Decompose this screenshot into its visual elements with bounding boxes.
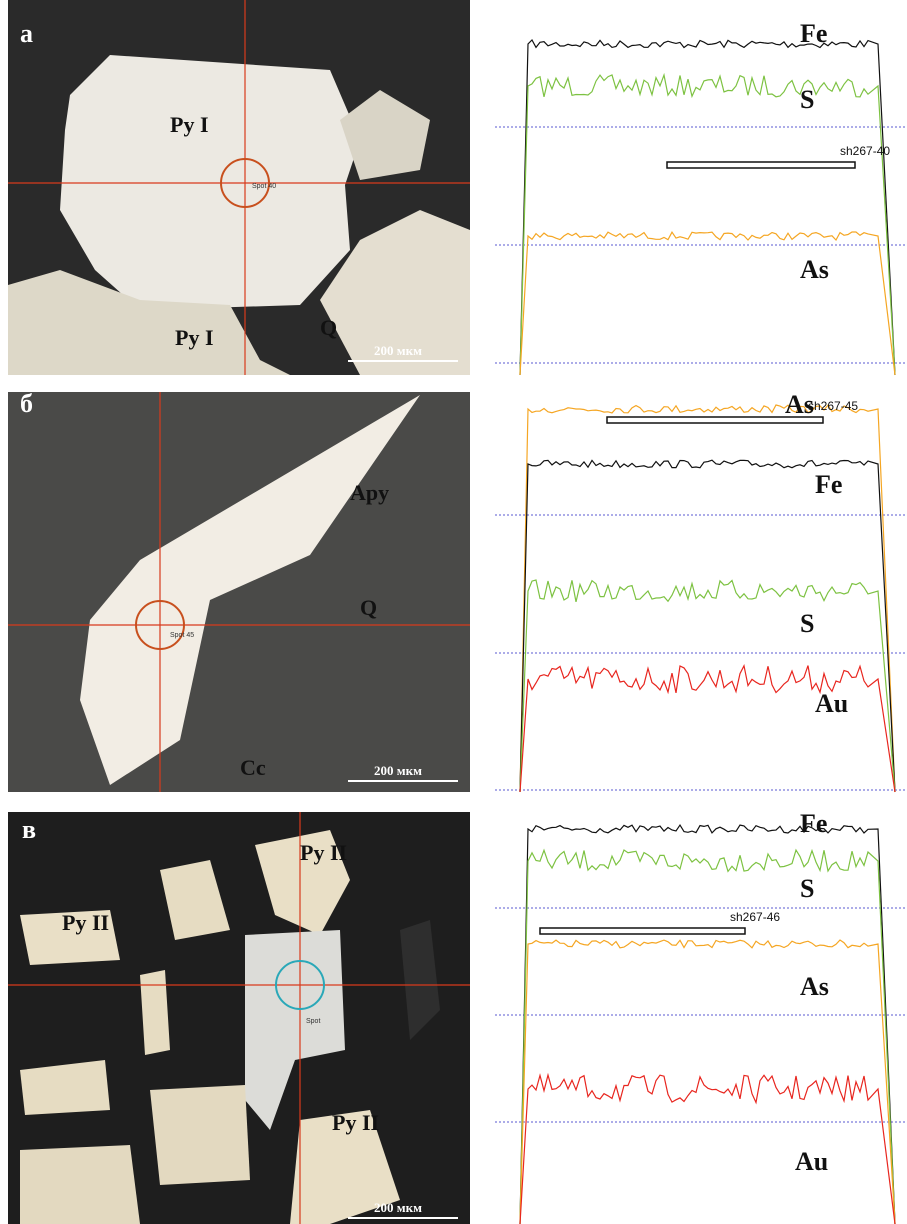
sample-bar (667, 162, 855, 168)
panel-letter: б (20, 389, 33, 418)
spot-label: Spot 40 (252, 183, 276, 190)
element-label: S (800, 609, 814, 638)
scale-label: 200 мкм (374, 1200, 422, 1215)
element-trace (520, 666, 895, 792)
figure: Spot 40 а Py I Py I Q 200 мкм Fe S As sh267-40 Spo… (0, 0, 907, 1224)
element-label: As (800, 255, 829, 284)
sample-bar (607, 417, 823, 423)
element-trace (520, 40, 895, 375)
element-trace (520, 232, 895, 375)
element-label: Fe (800, 19, 827, 48)
element-label: Au (795, 1147, 828, 1176)
spot-label: Spot 45 (170, 632, 194, 639)
mineral-label: Q (320, 315, 337, 340)
spot-label: Spot (306, 1018, 320, 1025)
element-label: Fe (800, 809, 827, 838)
element-label: S (800, 874, 814, 903)
mineral-label: Py II (332, 1110, 379, 1135)
mineral-label: Py I (175, 325, 214, 350)
mineral-label: Cc (240, 755, 266, 780)
element-trace (520, 825, 895, 1224)
element-trace (520, 580, 895, 792)
element-trace (520, 850, 895, 1224)
sample-bar (540, 928, 745, 934)
mineral-label: Q (360, 595, 377, 620)
mineral-label: Apy (350, 480, 389, 505)
scale-label: 200 мкм (374, 763, 422, 778)
page: Spot 40 а Py I Py I Q 200 мкм Fe S As sh267-40 Spo… (0, 0, 907, 1224)
panel-letter: а (20, 19, 33, 48)
photo-b (8, 392, 470, 792)
element-label: Fe (815, 470, 842, 499)
mineral-label: Py II (300, 840, 347, 865)
element-label: Au (815, 689, 848, 718)
element-trace (520, 75, 895, 375)
sample-label: sh267-45 (808, 399, 858, 413)
mineral-label: Py I (170, 112, 209, 137)
element-label: As (800, 972, 829, 1001)
sample-label: sh267-46 (730, 910, 780, 924)
panel-letter: в (22, 815, 36, 844)
mineral-label: Py II (62, 910, 109, 935)
photo-a (8, 0, 470, 375)
photo-c (8, 812, 470, 1224)
element-trace (520, 1075, 895, 1224)
element-trace (520, 460, 895, 792)
scale-label: 200 мкм (374, 343, 422, 358)
element-label: S (800, 85, 814, 114)
sample-label: sh267-40 (840, 144, 890, 158)
element-trace (520, 940, 895, 1224)
